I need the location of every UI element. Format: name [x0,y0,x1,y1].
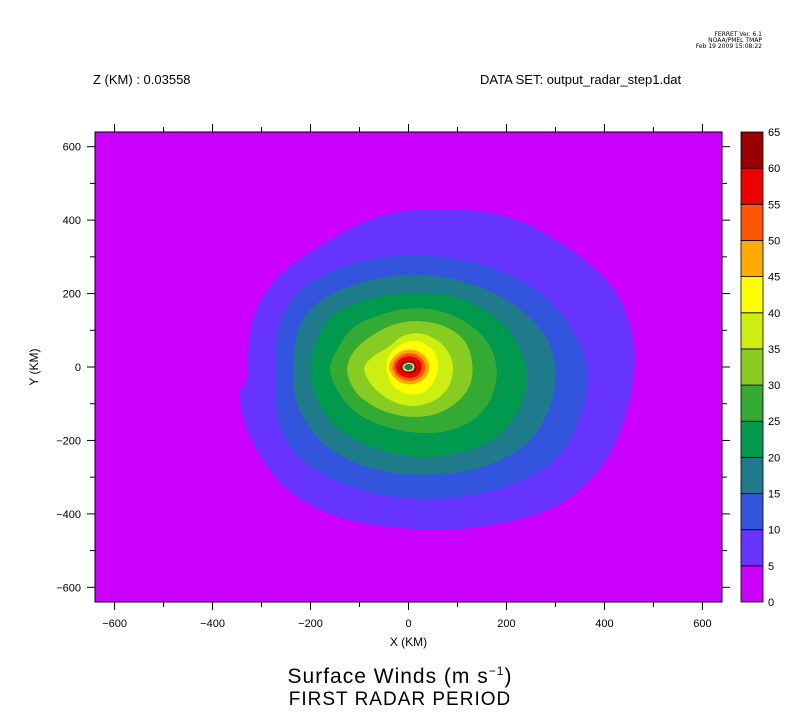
y-tick-label: 400 [63,215,81,227]
colorbar-label: 50 [768,235,780,247]
colorbar-label: 35 [768,344,780,356]
colorbar-label: 65 [768,127,780,139]
colorbar-swatch-10 [740,493,764,531]
chart-title-close: ) [504,665,513,688]
x-axis-label: X (KM) [390,635,427,649]
colorbar-swatch-50 [740,203,764,241]
chart-subtitle: FIRST RADAR PERIOD [288,689,512,710]
y-tick-label: −600 [56,582,81,594]
colorbar-swatch-5 [740,529,764,567]
colorbar-label: 40 [768,308,780,320]
colorbar-swatch-60 [740,131,764,169]
y-tick-label: 600 [63,142,81,154]
colorbar-label: 0 [768,597,774,609]
contour-fill-10-14 [406,365,411,369]
ferret-org: NOAA/PMEL TMAP [708,37,762,44]
colorbar-label: 20 [768,452,780,464]
colorbar-label: 60 [768,163,780,175]
chart-title-text: Surface Winds (m s [287,665,489,688]
y-tick-label: −200 [56,435,81,447]
chart-title-exponent: −1 [488,664,505,678]
ferret-version: FERRET Ver. 6.1 [714,31,762,38]
colorbar-swatch-55 [740,167,764,205]
colorbar-label: 55 [768,199,780,211]
colorbar-label: 10 [768,525,780,537]
colorbar-swatch-0 [740,565,764,603]
chart-title: Surface Winds (m s−1) [0,664,800,689]
colorbar-swatch-15 [740,456,764,494]
colorbar-label: 5 [768,561,774,573]
ferret-stamp: FERRET Ver. 6.1 NOAA/PMEL TMAP Feb 19 20… [696,32,762,50]
colorbar-swatch-40 [740,276,764,314]
y-axis-label: Y (KM) [27,348,41,385]
x-tick-label: 400 [595,618,613,630]
dataset-label: DATA SET: output_radar_step1.dat [480,72,682,87]
x-tick-label: −200 [298,618,323,630]
colorbar-swatch-45 [740,240,764,278]
colorbar-label: 45 [768,272,780,284]
colorbar-label: 30 [768,380,780,392]
y-tick-label: 200 [63,289,81,301]
x-tick-label: −600 [102,618,127,630]
x-tick-label: 0 [405,618,411,630]
ferret-date: Feb 19 2009 15:08:22 [695,43,762,50]
colorbar-label: 15 [768,489,780,501]
z-level-label: Z (KM) : 0.03558 [93,72,191,87]
colorbar-swatch-35 [740,312,764,350]
x-tick-label: −400 [200,618,225,630]
colorbar-swatch-25 [740,384,764,422]
colorbar-swatch-20 [740,420,764,458]
x-tick-label: 600 [693,618,711,630]
colorbar-swatch-30 [740,348,764,386]
x-tick-label: 200 [497,618,515,630]
y-tick-label: 0 [75,362,81,374]
y-tick-label: −400 [56,509,81,521]
colorbar-label: 25 [768,416,780,428]
